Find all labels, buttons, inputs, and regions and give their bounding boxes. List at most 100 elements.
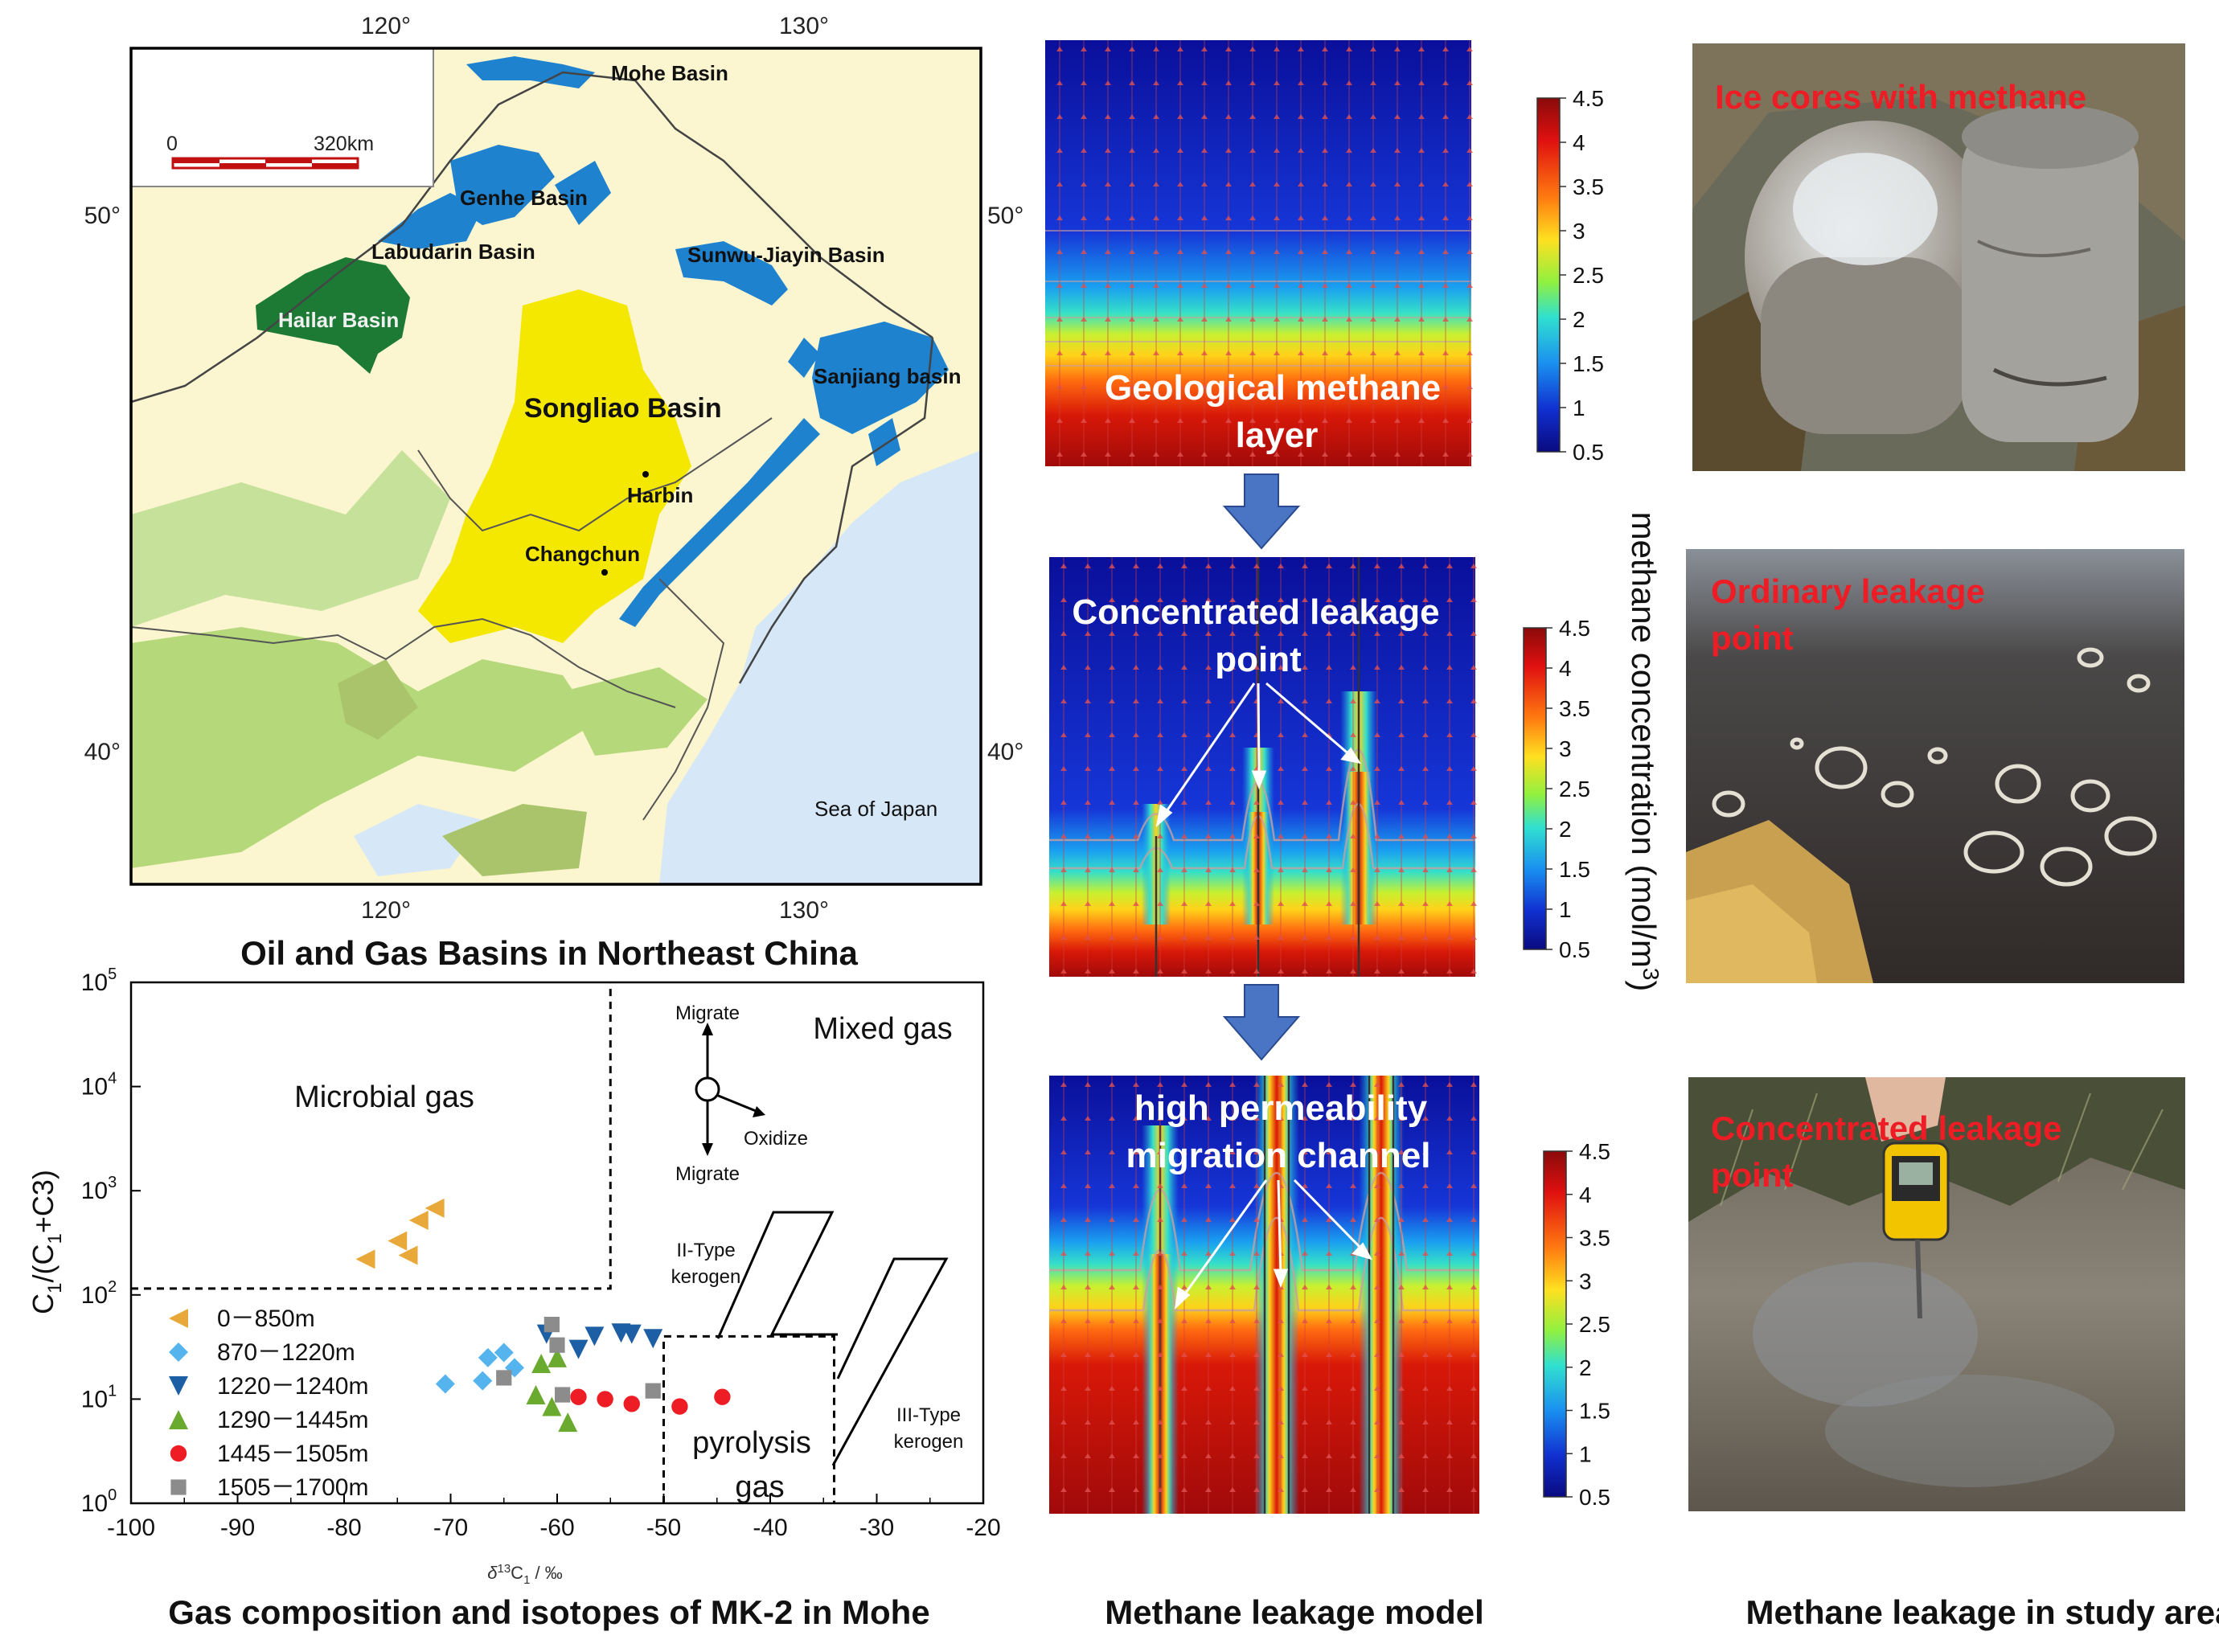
- velocity-arrow: [1470, 969, 1477, 974]
- velocity-arrow: [1350, 969, 1356, 974]
- velocity-arrow: [1442, 283, 1449, 288]
- velocity-arrow: [1109, 1318, 1115, 1323]
- x-tick-label: -70: [433, 1515, 468, 1541]
- velocity-arrow: [1105, 317, 1111, 322]
- velocity-arrow: [1370, 317, 1376, 322]
- flow-arrow-1[interactable]: [1222, 473, 1301, 550]
- velocity-arrow: [1278, 1318, 1284, 1323]
- velocity-arrow: [1153, 249, 1159, 254]
- velocity-arrow: [1105, 114, 1111, 119]
- velocity-arrow: [1446, 597, 1453, 602]
- model-label-3b: migration channel: [1126, 1136, 1431, 1175]
- velocity-arrow: [1374, 1420, 1380, 1424]
- velocity-arrow: [1346, 182, 1352, 187]
- velocity-arrow: [1374, 1285, 1380, 1289]
- velocity-arrow: [1274, 114, 1280, 119]
- colorbar-tick-label: 2: [1579, 1355, 1592, 1380]
- velocity-arrow: [1253, 800, 1260, 805]
- velocity-arrow: [1278, 1453, 1284, 1458]
- colorbar-tick-label: 4: [1579, 1183, 1592, 1207]
- velocity-arrow: [1253, 1386, 1260, 1391]
- map-basin-small: [555, 161, 611, 225]
- x-tick-label: -30: [859, 1515, 894, 1541]
- velocity-arrow: [1442, 148, 1449, 153]
- velocity-arrow: [1470, 1217, 1477, 1222]
- velocity-field-2: [1060, 557, 1477, 977]
- velocity-arrow: [1350, 766, 1356, 771]
- velocity-arrow: [1422, 597, 1429, 602]
- photo-label-1: Ice cores with methane: [1715, 78, 2086, 116]
- velocity-arrow: [1274, 215, 1280, 220]
- velocity-arrow: [1398, 1285, 1405, 1289]
- map-lat-right-40: 40°: [987, 739, 1023, 765]
- velocity-arrow: [1253, 631, 1260, 636]
- velocity-arrow: [1229, 1453, 1236, 1458]
- photo-label-3a: Concentrated leakage: [1711, 1109, 2062, 1147]
- velocity-arrow: [1181, 1217, 1187, 1222]
- velocity-arrow: [1394, 317, 1401, 322]
- velocity-arrow: [1181, 1352, 1187, 1357]
- velocity-arrow: [1157, 1453, 1163, 1458]
- velocity-arrow: [1298, 249, 1304, 254]
- velocity-arrow: [1442, 384, 1449, 389]
- velocity-arrow: [1374, 1352, 1380, 1357]
- velocity-arrow: [1109, 800, 1115, 805]
- velocity-arrow: [1466, 114, 1473, 119]
- model-panel: Geological methane layer Concentrated le…: [1045, 40, 1663, 1631]
- velocity-arrow: [1326, 1116, 1332, 1121]
- flow-arrow-2[interactable]: [1222, 984, 1301, 1061]
- data-point: [671, 1398, 688, 1415]
- velocity-arrow: [1109, 1082, 1115, 1087]
- velocity-arrow: [1398, 1116, 1405, 1121]
- velocity-arrow: [1394, 215, 1401, 220]
- model-label-1b: layer: [1236, 416, 1319, 455]
- map-label-changchun: Changchun: [525, 542, 640, 566]
- velocity-arrow: [1374, 935, 1380, 940]
- velocity-arrow: [1081, 384, 1087, 389]
- velocity-arrow: [1274, 317, 1280, 322]
- velocity-arrow: [1398, 766, 1405, 771]
- velocity-arrow: [1229, 1352, 1236, 1357]
- velocity-arrow: [1446, 834, 1453, 838]
- velocity-arrow: [1302, 800, 1308, 805]
- velocity-arrow: [1060, 935, 1067, 940]
- velocity-arrow: [1060, 1318, 1067, 1323]
- velocity-arrow: [1133, 1453, 1139, 1458]
- map-genhe-basin: [450, 145, 555, 225]
- velocity-arrow: [1322, 148, 1328, 153]
- velocity-arrow: [1298, 283, 1304, 288]
- velocity-arrow: [1422, 1453, 1429, 1458]
- velocity-arrow: [1201, 47, 1208, 51]
- velocity-arrow: [1442, 418, 1449, 423]
- velocity-arrow: [1229, 1217, 1236, 1222]
- velocity-arrow: [1133, 699, 1139, 703]
- velocity-arrow: [1153, 384, 1159, 389]
- velocity-arrow: [1302, 1420, 1308, 1424]
- velocity-arrow: [1249, 114, 1256, 119]
- velocity-arrow: [1105, 148, 1111, 153]
- velocity-arrow: [1205, 1318, 1212, 1323]
- velocity-arrow: [1394, 283, 1401, 288]
- velocity-arrow: [1056, 384, 1063, 389]
- velocity-arrow: [1394, 182, 1401, 187]
- velocity-arrow: [1326, 597, 1332, 602]
- velocity-arrow: [1422, 1082, 1429, 1087]
- velocity-arrow: [1346, 47, 1352, 51]
- velocity-arrow: [1229, 1420, 1236, 1424]
- velocity-arrow: [1060, 1352, 1067, 1357]
- velocity-arrow: [1253, 834, 1260, 838]
- data-point: [570, 1388, 587, 1405]
- velocity-arrow: [1466, 182, 1473, 187]
- velocity-arrow: [1374, 1082, 1380, 1087]
- velocity-arrow: [1109, 1420, 1115, 1424]
- velocity-arrow: [1081, 114, 1087, 119]
- velocity-arrow: [1398, 901, 1405, 906]
- velocity-arrow: [1153, 418, 1159, 423]
- map-scale-zero: 0: [166, 133, 178, 155]
- velocity-arrow: [1442, 317, 1449, 322]
- velocity-arrow: [1278, 1082, 1284, 1087]
- velocity-arrow: [1302, 867, 1308, 872]
- velocity-arrow: [1060, 1453, 1067, 1458]
- velocity-arrow: [1253, 1251, 1260, 1256]
- velocity-arrow: [1398, 732, 1405, 737]
